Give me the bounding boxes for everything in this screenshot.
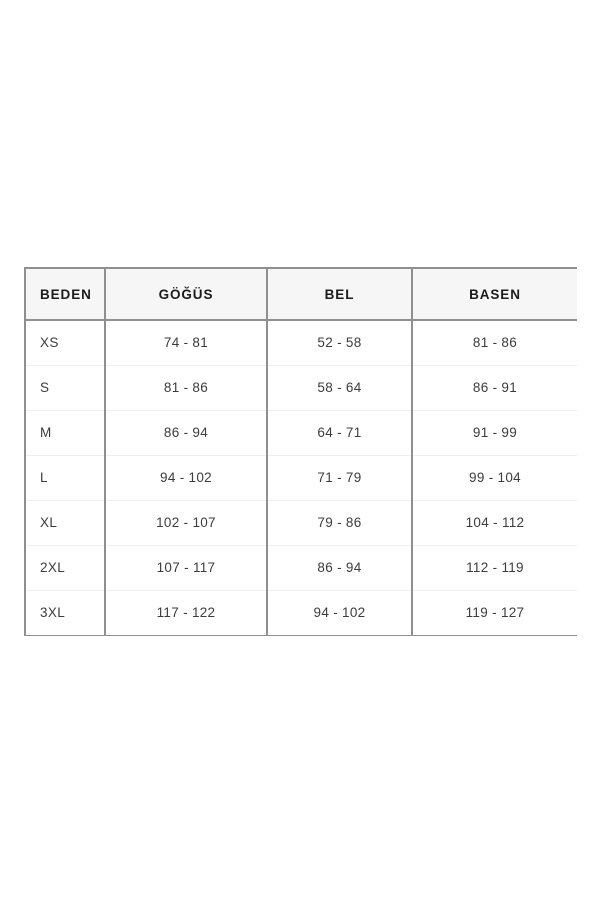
table-row: 2XL 107 - 117 86 - 94 112 - 119 [26, 545, 577, 591]
column-header-bel: BEL [267, 269, 413, 321]
size-chart-header: BEDEN GÖĞÜS BEL BASEN [26, 269, 577, 321]
column-header-beden: BEDEN [26, 269, 106, 321]
size-chart-table-container: BEDEN GÖĞÜS BEL BASEN XS 74 - 81 52 - 58… [24, 267, 577, 636]
cell-bel: 58 - 64 [267, 365, 413, 411]
cell-bel: 52 - 58 [267, 320, 413, 366]
size-chart-table: BEDEN GÖĞÜS BEL BASEN XS 74 - 81 52 - 58… [26, 269, 577, 635]
cell-bel: 94 - 102 [267, 590, 413, 635]
column-header-gogus: GÖĞÜS [105, 269, 268, 321]
cell-basen: 119 - 127 [412, 590, 577, 635]
cell-beden: 3XL [26, 590, 106, 635]
table-row: 3XL 117 - 122 94 - 102 119 - 127 [26, 590, 577, 635]
table-row: XS 74 - 81 52 - 58 81 - 86 [26, 320, 577, 366]
cell-basen: 81 - 86 [412, 320, 577, 366]
cell-gogus: 94 - 102 [105, 455, 268, 501]
cell-basen: 91 - 99 [412, 410, 577, 456]
cell-gogus: 74 - 81 [105, 320, 268, 366]
table-row: M 86 - 94 64 - 71 91 - 99 [26, 410, 577, 456]
cell-bel: 64 - 71 [267, 410, 413, 456]
cell-bel: 79 - 86 [267, 500, 413, 546]
table-row: S 81 - 86 58 - 64 86 - 91 [26, 365, 577, 411]
cell-beden: XL [26, 500, 106, 546]
table-row: L 94 - 102 71 - 79 99 - 104 [26, 455, 577, 501]
cell-basen: 86 - 91 [412, 365, 577, 411]
size-chart-body: XS 74 - 81 52 - 58 81 - 86 S 81 - 86 58 … [26, 320, 577, 635]
cell-bel: 71 - 79 [267, 455, 413, 501]
cell-gogus: 86 - 94 [105, 410, 268, 456]
column-header-basen: BASEN [412, 269, 577, 321]
table-header-row: BEDEN GÖĞÜS BEL BASEN [26, 269, 577, 321]
cell-beden: M [26, 410, 106, 456]
cell-beden: XS [26, 320, 106, 366]
cell-basen: 99 - 104 [412, 455, 577, 501]
cell-basen: 112 - 119 [412, 545, 577, 591]
cell-bel: 86 - 94 [267, 545, 413, 591]
cell-gogus: 102 - 107 [105, 500, 268, 546]
cell-gogus: 117 - 122 [105, 590, 268, 635]
cell-gogus: 81 - 86 [105, 365, 268, 411]
cell-beden: 2XL [26, 545, 106, 591]
cell-basen: 104 - 112 [412, 500, 577, 546]
cell-beden: S [26, 365, 106, 411]
table-row: XL 102 - 107 79 - 86 104 - 112 [26, 500, 577, 546]
cell-gogus: 107 - 117 [105, 545, 268, 591]
cell-beden: L [26, 455, 106, 501]
